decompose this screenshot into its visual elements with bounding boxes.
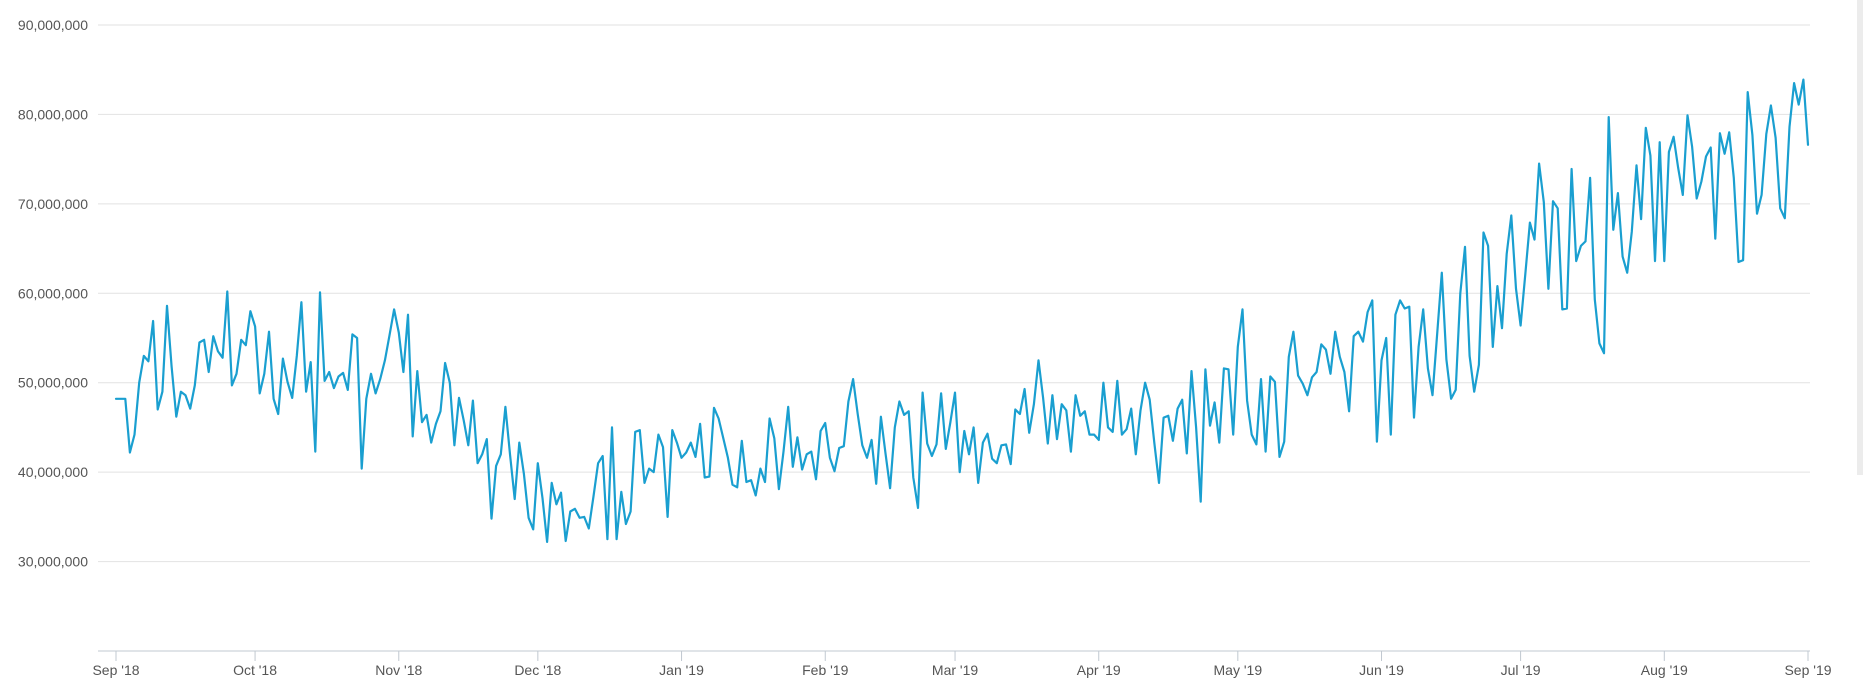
x-tick-label: Sep '19 [1784,662,1831,678]
y-tick-label: 30,000,000 [18,554,88,570]
y-tick-label: 60,000,000 [18,285,88,301]
x-tick-label: Oct '18 [233,662,277,678]
x-tick-label: Jul '19 [1501,662,1541,678]
y-tick-label: 90,000,000 [18,17,88,33]
y-tick-label: 50,000,000 [18,375,88,391]
x-tick-label: Jan '19 [659,662,704,678]
series-group [114,78,1810,544]
x-tick-label: Sep '18 [92,662,139,678]
y-tick-label: 80,000,000 [18,106,88,122]
scrollbar-track[interactable] [1857,0,1863,475]
x-axis: Sep '18 Oct '18 Nov '18 Dec '18 Jan '19 Feb '… [92,650,1832,678]
x-tick-label: Apr '19 [1077,662,1121,678]
x-tick-label: Aug '19 [1641,662,1688,678]
y-tick-label: 40,000,000 [18,464,88,480]
y-axis: 30,000,000 40,000,000 50,000,000 60,000,000… [18,17,88,570]
x-tick-label: Feb '19 [802,662,848,678]
x-tick-label: May '19 [1214,662,1263,678]
x-tick-label: Mar '19 [932,662,978,678]
x-tick-label: Dec '18 [514,662,561,678]
series-line [114,78,1810,544]
x-tick-label: Nov '18 [375,662,422,678]
y-tick-label: 70,000,000 [18,196,88,212]
gridlines [98,24,1810,563]
x-tick-label: Jun '19 [1359,662,1404,678]
